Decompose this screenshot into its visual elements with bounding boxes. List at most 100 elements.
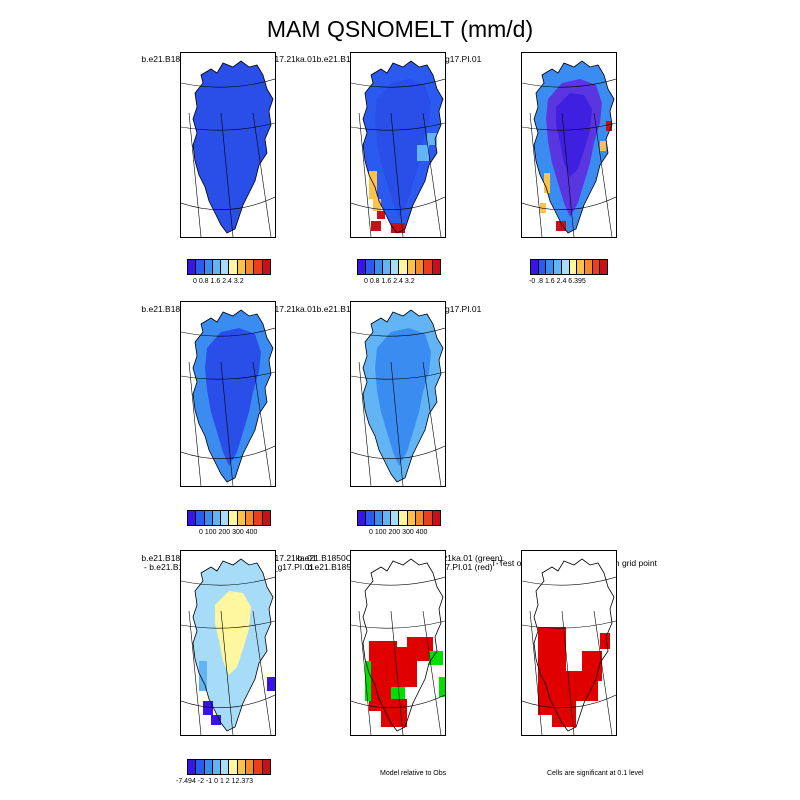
colorbar-4-swatch <box>246 511 255 525</box>
longitude-line <box>593 112 613 237</box>
greenland-map <box>351 60 445 237</box>
grid-cell-patch <box>606 121 612 131</box>
longitude-line <box>188 610 202 735</box>
longitude-line <box>220 112 234 237</box>
greenland-map <box>351 309 445 486</box>
colorbar-1-ticks: 0 0.8 1.6 2.4 3.2 <box>193 278 244 285</box>
map-panel-7 <box>350 550 446 736</box>
colorbar-4-swatch <box>196 511 205 525</box>
longitude-line <box>593 610 613 735</box>
colorbar-5-swatch <box>432 511 440 525</box>
colorbar-6-swatch <box>204 760 213 774</box>
colorbar-6-ticks: -7.494 -2 -1 0 1 2 12.373 <box>176 778 254 785</box>
colorbar-3-swatch <box>561 260 570 274</box>
map-panel-3 <box>521 52 617 238</box>
colorbar-1-swatch <box>254 260 263 274</box>
colorbar-1-swatch <box>221 260 230 274</box>
coastline <box>192 558 274 732</box>
greenland-map <box>522 558 616 735</box>
grid-cell-patch <box>381 699 407 727</box>
grid-cell-patch <box>439 677 445 697</box>
grid-cell-patch <box>371 221 381 231</box>
colorbar-2-ticks: 0 0.8 1.6 2.4 3.2 <box>364 278 415 285</box>
colorbar-2-swatch <box>407 260 417 274</box>
colorbar-5-ticks: 0 100 200 300 400 <box>369 529 428 536</box>
colorbar-1-swatch <box>262 260 270 274</box>
latitude-line <box>522 576 616 586</box>
colorbar-2-swatch <box>358 260 367 274</box>
greenland-map <box>522 60 616 237</box>
colorbar-2-swatch <box>382 260 392 274</box>
greenland-map <box>181 309 275 486</box>
colorbar-6-swatch <box>237 760 247 774</box>
colorbar-3-swatch <box>584 260 593 274</box>
colorbar-3-swatch <box>538 260 547 274</box>
coastline <box>192 60 274 234</box>
colorbar-5 <box>357 510 441 526</box>
latitude-line <box>181 576 275 586</box>
colorbar-3 <box>530 259 608 275</box>
colorbar-6-swatch <box>221 760 230 774</box>
coastline <box>192 309 274 483</box>
map-panel-1 <box>180 52 276 238</box>
colorbar-3-swatch <box>531 260 539 274</box>
grid-cell-patch <box>199 661 207 691</box>
grid-cell-patch <box>552 701 576 727</box>
colorbar-6-swatch <box>188 760 197 774</box>
colorbar-1-swatch <box>204 260 213 274</box>
latitude-line <box>351 327 445 337</box>
coastline <box>533 60 615 234</box>
grid-cell-patch <box>427 133 437 145</box>
ice-sheet-core <box>215 93 251 177</box>
colorbar-1-swatch <box>246 260 255 274</box>
grid-cell-patch <box>417 145 429 161</box>
coastline <box>533 558 615 732</box>
latitude-line <box>351 78 445 88</box>
colorbar-6 <box>187 759 271 775</box>
colorbar-6-swatch <box>196 760 205 774</box>
colorbar-2-swatch <box>374 260 383 274</box>
colorbar-5-swatch <box>399 511 408 525</box>
grid-cell-patch <box>267 677 275 691</box>
colorbar-1-swatch <box>196 260 205 274</box>
grid-cell-patch <box>377 211 385 219</box>
colorbar-2-swatch <box>416 260 425 274</box>
grid-cell-patch <box>600 141 606 151</box>
colorbar-3-swatch <box>600 260 608 274</box>
latitude-line <box>181 327 275 337</box>
longitude-line <box>220 610 234 735</box>
latitude-line <box>351 576 445 586</box>
longitude-line <box>390 610 404 735</box>
grid-cell-patch <box>600 633 610 649</box>
colorbar-1-swatch <box>188 260 197 274</box>
colorbar-5-swatch <box>407 511 417 525</box>
latitude-line <box>522 78 616 88</box>
colorbar-6-swatch <box>254 760 263 774</box>
colorbar-5-swatch <box>424 511 433 525</box>
colorbar-3-swatch <box>546 260 555 274</box>
greenland-map <box>181 60 275 237</box>
map-panel-5 <box>350 301 446 487</box>
longitude-line <box>422 361 442 486</box>
grid-cell-patch <box>369 171 377 199</box>
coastline <box>362 309 444 483</box>
longitude-line <box>358 112 372 237</box>
colorbar-4-swatch <box>188 511 197 525</box>
grid-cell-patch <box>544 173 550 193</box>
grid-cell-patch <box>365 661 371 701</box>
longitude-line <box>188 361 202 486</box>
map-panel-2 <box>350 52 446 238</box>
figure-title: MAM QSNOMELT (mm/d) <box>266 16 534 42</box>
colorbar-2-swatch <box>366 260 375 274</box>
colorbar-5-swatch <box>358 511 367 525</box>
grid-cell-patch <box>391 687 405 699</box>
longitude-line <box>422 610 442 735</box>
colorbar-6-swatch <box>246 760 255 774</box>
colorbar-5-swatch <box>366 511 375 525</box>
longitude-line <box>252 610 272 735</box>
ice-sheet-core <box>385 93 421 177</box>
colorbar-2-swatch <box>424 260 433 274</box>
colorbar-4-ticks: 0 100 200 300 400 <box>199 529 258 536</box>
colorbar-3-swatch <box>569 260 578 274</box>
colorbar-4-swatch <box>221 511 230 525</box>
